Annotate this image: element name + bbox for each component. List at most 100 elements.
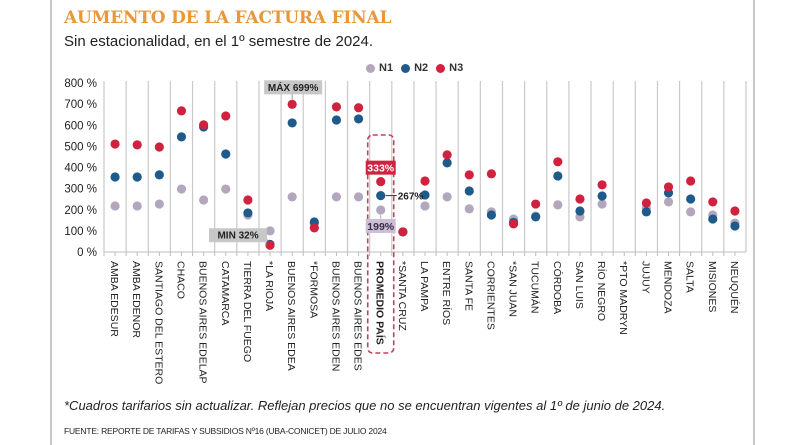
data-point-n2	[331, 115, 342, 125]
data-point-n2	[531, 212, 541, 222]
data-point-n1	[464, 204, 474, 214]
data-point-n3	[199, 120, 209, 130]
data-point-n3	[398, 227, 408, 237]
data-point-n2	[110, 172, 120, 182]
x-tick-label: SAN LUIS	[573, 261, 585, 309]
highlight-box	[366, 134, 395, 354]
data-point-n1	[686, 207, 696, 217]
y-tick-label: 700 %	[64, 99, 97, 111]
x-tick-label: PROMEDIO PAÍS	[374, 261, 387, 345]
data-point-n2	[597, 191, 607, 201]
data-point-n3	[376, 177, 386, 187]
y-tick-label: 600 %	[64, 120, 97, 132]
frame-left-border	[50, 0, 52, 445]
y-tick-label: 300 %	[64, 184, 97, 196]
y-tick-label: 100 %	[64, 226, 97, 238]
x-tick-label: CÓRDOBA	[551, 261, 564, 314]
x-tick-label: BUENOS AIRES EDEN	[329, 261, 341, 371]
data-point-n3	[730, 206, 740, 216]
legend-marker-n3	[436, 63, 446, 73]
x-tick-label: MISIONES	[706, 261, 718, 312]
data-point-n2	[221, 149, 231, 159]
data-point-n1	[287, 192, 297, 202]
data-point-n3	[221, 111, 231, 121]
data-point-n1	[110, 201, 120, 211]
x-tick-label: JUJUY	[639, 261, 651, 294]
data-point-n2	[420, 190, 430, 200]
data-point-n2	[132, 172, 142, 182]
annotation-box	[209, 228, 268, 243]
data-point-n3	[553, 157, 563, 167]
data-point-n3	[265, 240, 275, 250]
x-tick-label: NEUQUÉN	[728, 261, 741, 314]
x-tick-label: LA PAMPA	[418, 261, 430, 311]
data-point-n1	[420, 201, 430, 211]
data-point-n3	[486, 169, 497, 179]
x-tick-label: SANTIAGO DEL ESTERO	[152, 261, 164, 384]
annotation-label: MÁX 699%	[268, 81, 319, 94]
data-point-n3	[154, 142, 164, 152]
data-point-n2	[376, 190, 386, 201]
data-point-n3	[287, 99, 297, 109]
x-tick-label: *FORMOSA	[307, 261, 319, 318]
data-point-n3	[420, 176, 430, 186]
data-point-n1	[331, 192, 342, 202]
data-point-n3	[442, 150, 452, 160]
data-point-n1	[553, 200, 563, 210]
annotation-box	[365, 160, 396, 175]
x-tick-label: RÍO NEGRO	[595, 261, 608, 321]
data-point-n1	[353, 192, 364, 202]
data-point-n3	[597, 180, 607, 190]
x-tick-label: *SANTA CRUZ	[396, 261, 408, 331]
source-note: FUENTE: REPORTE DE TARIFAS Y SUBSIDIOS N…	[64, 426, 387, 436]
x-tick-label: BUENOS AIRES EDELAP	[197, 261, 209, 384]
data-point-n2	[553, 171, 563, 181]
data-point-n2	[641, 207, 651, 217]
data-point-n1	[597, 199, 607, 209]
data-point-n1	[376, 205, 386, 215]
data-point-n3	[508, 219, 519, 229]
y-tick-label: 0 %	[77, 247, 97, 259]
data-point-n3	[531, 199, 541, 209]
data-point-n1	[442, 192, 452, 202]
legend-label-n1: N1	[379, 62, 394, 74]
data-point-n1	[199, 195, 209, 205]
legend-marker-n1	[366, 63, 375, 73]
x-tick-label: SANTA FE	[462, 261, 474, 311]
data-point-n3	[575, 194, 585, 204]
data-point-n1	[265, 226, 275, 236]
data-point-n3	[331, 102, 342, 112]
data-point-n2	[353, 114, 364, 124]
x-tick-label: BUENOS AIRES EDEA	[285, 261, 297, 371]
annotation-label: 199%	[367, 221, 395, 233]
data-point-n3	[353, 103, 364, 113]
y-tick-label: 400 %	[64, 163, 97, 175]
x-tick-label: CHACO	[174, 261, 186, 299]
chart-subtitle: Sin estacionalidad, en el 1º semestre de…	[64, 33, 374, 50]
y-tick-label: 500 %	[64, 141, 97, 153]
data-point-n3	[464, 170, 474, 180]
legend-marker-n2	[401, 63, 411, 73]
data-point-n1	[132, 201, 142, 211]
data-point-n3	[309, 223, 319, 233]
data-point-n2	[287, 118, 297, 128]
legend-item-n1: N1	[366, 62, 393, 74]
data-point-n2	[730, 221, 740, 231]
x-tick-label: TIERRA DEL FUEGO	[241, 261, 253, 362]
x-tick-label: BUENOS AIRES EDES	[352, 261, 364, 371]
x-tick-label: ENTRE RÍOS	[440, 261, 453, 325]
data-point-n3	[641, 198, 651, 208]
x-tick-label: *LA RIOJA	[263, 261, 275, 311]
x-tick-label: *SAN JUAN	[507, 261, 519, 317]
data-point-n2	[464, 186, 474, 196]
data-point-n2	[708, 214, 718, 224]
annotation-box	[365, 218, 396, 233]
data-point-n2	[486, 210, 497, 220]
data-point-n2	[154, 170, 164, 180]
x-tick-label: MENDOZA	[662, 261, 674, 314]
x-tick-label: CORRIENTES	[484, 261, 496, 330]
chart-title: AUMENTO DE LA FACTURA FINAL	[64, 8, 392, 28]
data-point-n3	[663, 182, 674, 192]
data-point-n2	[442, 158, 452, 168]
